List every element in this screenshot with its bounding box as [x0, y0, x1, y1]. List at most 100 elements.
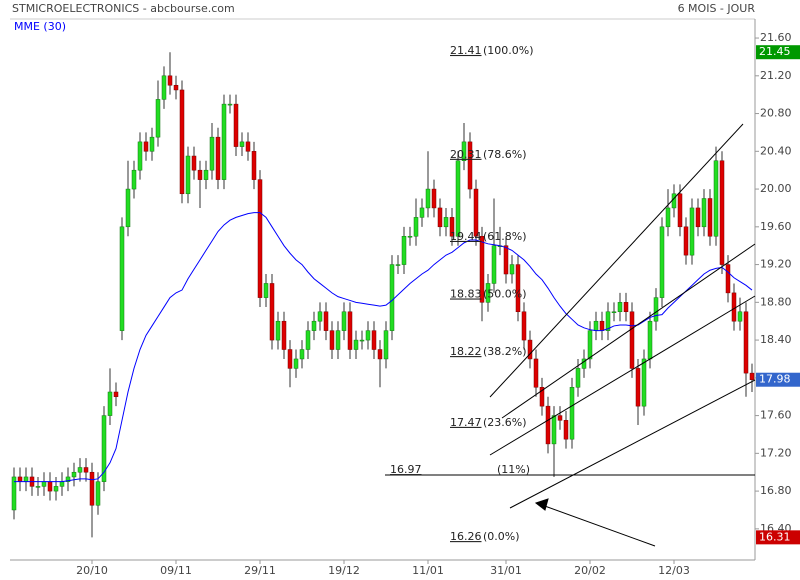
candle-body — [221, 103, 227, 180]
plot: 21.60 21.20 20.80 20.40 20.00 19.60 19.20 18.80… — [11, 31, 792, 577]
price-marker-label: 16.31 — [759, 530, 791, 543]
candle-body — [659, 226, 665, 298]
y-tick-label: 21.20 — [760, 69, 792, 82]
mme-line — [14, 212, 753, 483]
price-marker — [756, 530, 800, 545]
chart-title: STMICROELECTRONICS - abcbourse.com — [12, 2, 235, 15]
candle-body — [461, 141, 467, 161]
fib-price: 16.26 — [450, 530, 482, 543]
candle-body — [329, 330, 335, 350]
candle-body — [287, 349, 293, 369]
candle-body — [119, 226, 125, 331]
candle-body — [107, 391, 113, 416]
fib-price: 16.97 — [390, 463, 422, 476]
candle-body — [665, 207, 671, 228]
candle-body — [161, 75, 167, 100]
candle-body — [23, 476, 29, 482]
candle-body — [539, 387, 545, 407]
candle-body — [491, 245, 497, 284]
candle-body — [263, 283, 269, 298]
candle-body — [485, 283, 491, 303]
candle-body — [131, 169, 137, 190]
candle-body — [749, 372, 755, 380]
candle-body — [209, 136, 215, 171]
candle-body — [335, 330, 341, 350]
candle-body — [47, 481, 53, 492]
candle-body — [11, 476, 17, 511]
candle-body — [353, 339, 359, 350]
candle-body — [509, 264, 515, 275]
candle-body — [113, 391, 119, 397]
candle-body — [125, 188, 131, 228]
candle-body — [137, 141, 143, 171]
candle-body — [305, 330, 311, 350]
candle-body — [227, 103, 233, 106]
x-tick-label: 09/11 — [160, 564, 192, 577]
candle-body — [35, 486, 41, 488]
candle-body — [671, 193, 677, 209]
legend: MME (30) — [14, 20, 66, 33]
fib-pct: (23.6%) — [483, 416, 527, 429]
candle-body — [593, 320, 599, 331]
period: 6 MOIS - JOUR — [678, 2, 756, 15]
candle-body — [251, 151, 257, 180]
candle-body — [479, 236, 485, 303]
candle-body — [623, 302, 629, 313]
candle-body — [395, 264, 401, 266]
candle-body — [521, 311, 527, 341]
candle-body — [647, 320, 653, 360]
candle-body — [215, 136, 221, 180]
candle-body — [425, 188, 431, 209]
candle-body — [515, 264, 521, 313]
trend-line — [489, 295, 756, 456]
candle-body — [173, 84, 179, 91]
arrow-head — [534, 498, 549, 511]
candle-body — [635, 368, 641, 407]
price-marker-label: 17.98 — [759, 373, 791, 386]
candle-body — [413, 217, 419, 237]
candle-body — [455, 160, 461, 237]
candle-body — [719, 160, 725, 265]
candle-body — [599, 320, 605, 331]
candle-body — [89, 471, 95, 506]
trend-line — [489, 123, 744, 398]
candle-body — [731, 292, 737, 322]
trend-lines — [489, 123, 756, 547]
price-marker — [756, 45, 800, 60]
candle-body — [563, 420, 569, 440]
x-tick-label: 19/12 — [328, 564, 360, 577]
y-tick-label: 20.80 — [760, 107, 792, 120]
trend-line — [509, 379, 756, 509]
candle-body — [167, 75, 173, 86]
candle-body — [377, 349, 383, 360]
candle-body — [191, 155, 197, 171]
candle-body — [725, 264, 731, 294]
y-tick-label: 16.80 — [760, 484, 792, 497]
arrow — [541, 504, 656, 547]
x-tick-label: 12/03 — [658, 564, 690, 577]
candle-body — [701, 198, 707, 228]
candle-body — [233, 103, 239, 147]
fib-pct: (50.0%) — [483, 287, 527, 300]
candle-body — [641, 358, 647, 407]
y-tick-label: 19.60 — [760, 220, 792, 233]
candle-body — [311, 320, 317, 331]
candle-body — [299, 349, 305, 360]
y-tick-label: 19.20 — [760, 258, 792, 271]
fib-price: 19.44 — [450, 230, 482, 243]
price-marker — [756, 372, 800, 387]
candle-body — [503, 245, 509, 275]
candle-body — [149, 136, 155, 152]
x-tick-label: 31/01 — [490, 564, 522, 577]
y-tick-label: 20.40 — [760, 144, 792, 157]
candle-body — [203, 169, 209, 180]
candle-body — [545, 405, 551, 445]
candle-body — [527, 339, 533, 360]
candle-body — [359, 339, 365, 342]
y-tick-label: 20.00 — [760, 182, 792, 195]
y-tick-label: 21.60 — [760, 31, 792, 44]
candle-body — [581, 358, 587, 369]
candle-body — [95, 481, 101, 506]
candle-body — [269, 283, 275, 341]
candle-body — [407, 236, 413, 238]
